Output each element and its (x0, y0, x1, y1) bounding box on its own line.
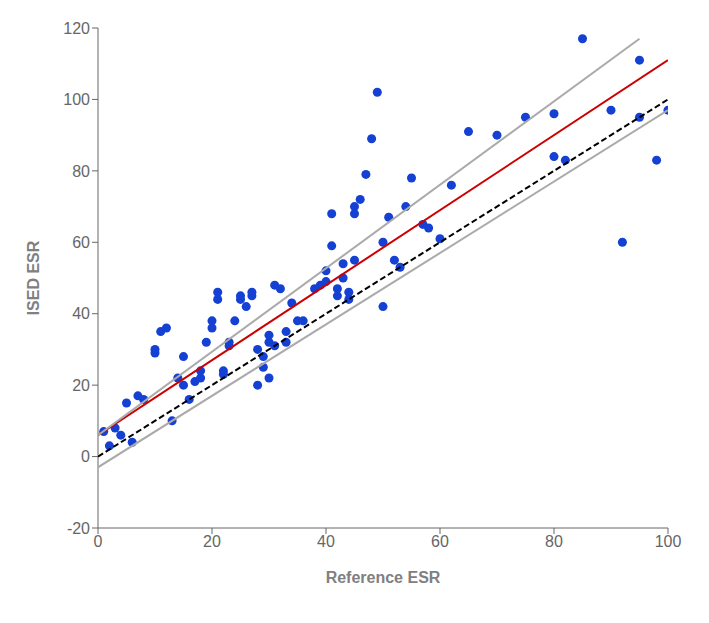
svg-text:ISED ESR: ISED ESR (25, 240, 42, 315)
svg-text:60: 60 (72, 234, 90, 251)
svg-text:100: 100 (63, 91, 90, 108)
svg-text:0: 0 (81, 448, 90, 465)
svg-text:0: 0 (94, 533, 103, 550)
svg-text:40: 40 (72, 305, 90, 322)
svg-text:20: 20 (203, 533, 221, 550)
svg-text:60: 60 (431, 533, 449, 550)
svg-text:20: 20 (72, 377, 90, 394)
svg-text:Reference ESR: Reference ESR (326, 569, 441, 586)
svg-text:80: 80 (72, 163, 90, 180)
svg-text:40: 40 (317, 533, 335, 550)
svg-text:-20: -20 (67, 520, 90, 537)
svg-text:120: 120 (63, 20, 90, 37)
svg-text:80: 80 (545, 533, 563, 550)
svg-text:100: 100 (655, 533, 682, 550)
